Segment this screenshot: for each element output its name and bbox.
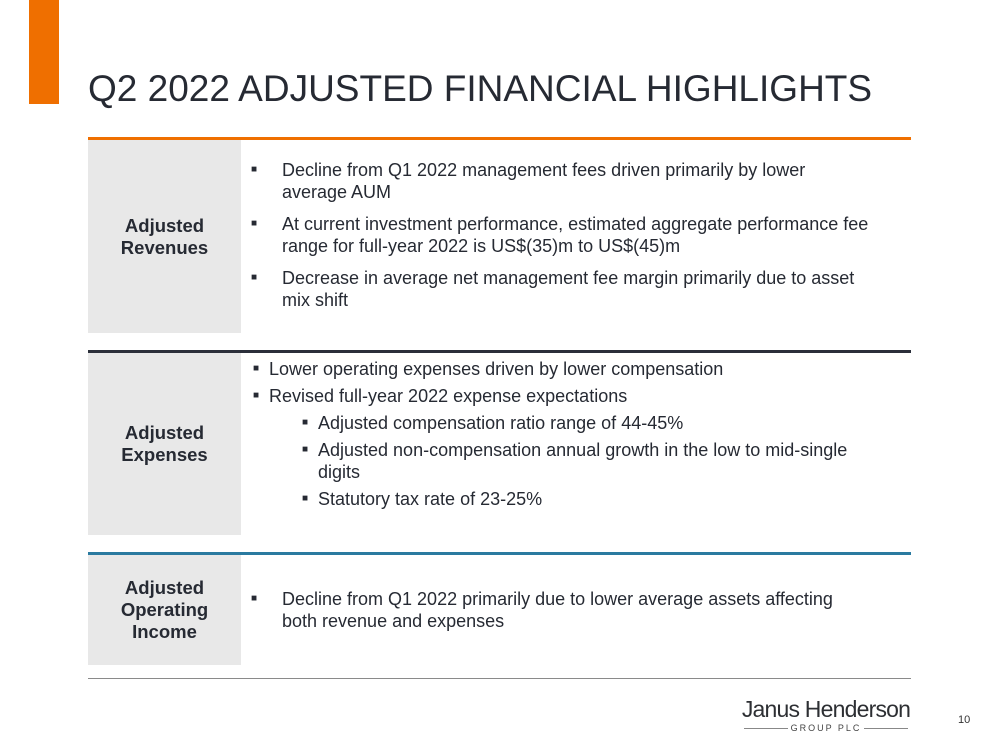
bullet-text: Adjusted non-compensation annual growth … (318, 440, 848, 482)
bullet-item: ■ Decrease in average net management fee … (241, 267, 871, 311)
bullet-icon: ■ (302, 417, 309, 428)
section-label: Adjusted Expenses (88, 353, 241, 535)
section-adjusted-operating-income: Adjusted Operating Income ■ Decline from … (88, 552, 911, 665)
section-adjusted-expenses: Adjusted Expenses ■ Lower operating expen… (88, 350, 911, 535)
section-label: Adjusted Operating Income (88, 555, 241, 665)
logo-name: Janus Henderson (741, 696, 911, 722)
logo-subtitle: GROUP PLC (741, 723, 911, 733)
bullet-text: At current investment performance, estim… (282, 214, 869, 256)
bullet-text: Decrease in average net management fee m… (282, 268, 855, 310)
section-divider (88, 137, 911, 140)
section-label: Adjusted Revenues (88, 140, 241, 333)
page-title: Q2 2022 ADJUSTED FINANCIAL HIGHLIGHTS (88, 68, 873, 109)
bullet-icon: ■ (251, 272, 258, 283)
bullet-item: ■ Decline from Q1 2022 primarily due to l… (241, 588, 871, 632)
page-number: 10 (958, 714, 971, 726)
bullet-item: ■ Revised full-year 2022 expense expectat… (241, 385, 891, 407)
sub-bullet-item: ■ Adjusted non-compensation annual growth… (241, 439, 891, 483)
bullet-text: Statutory tax rate of 23-25% (318, 489, 543, 509)
bullet-icon: ■ (302, 493, 309, 504)
bullet-icon: ■ (251, 593, 258, 604)
bullet-icon: ■ (251, 218, 258, 229)
bullet-text: Adjusted compensation ratio range of 44-… (318, 413, 684, 433)
sub-bullet-item: ■ Statutory tax rate of 23-25% (241, 488, 891, 510)
accent-bar (29, 0, 59, 104)
bullet-icon: ■ (253, 390, 260, 401)
company-logo: Janus Henderson GROUP PLC (741, 696, 911, 733)
bullet-text: Decline from Q1 2022 primarily due to lo… (282, 589, 833, 631)
bullet-icon: ■ (251, 164, 258, 175)
bullet-item: ■ Lower operating expenses driven by lowe… (241, 358, 891, 380)
section-divider (88, 552, 911, 555)
section-adjusted-revenues: Adjusted Revenues ■ Decline from Q1 2022 … (88, 137, 911, 333)
bullet-text: Lower operating expenses driven by lower… (269, 359, 724, 379)
footer-divider (88, 678, 911, 679)
bullet-text: Revised full-year 2022 expense expectati… (269, 386, 628, 406)
sub-bullet-item: ■ Adjusted compensation ratio range of 44… (241, 412, 891, 434)
bullet-icon: ■ (302, 444, 309, 455)
bullet-icon: ■ (253, 363, 260, 374)
section-divider (88, 350, 911, 353)
bullet-item: ■ Decline from Q1 2022 management fees dr… (241, 159, 871, 203)
bullet-text: Decline from Q1 2022 management fees dri… (282, 160, 806, 202)
bullet-item: ■ At current investment performance, esti… (241, 213, 871, 257)
